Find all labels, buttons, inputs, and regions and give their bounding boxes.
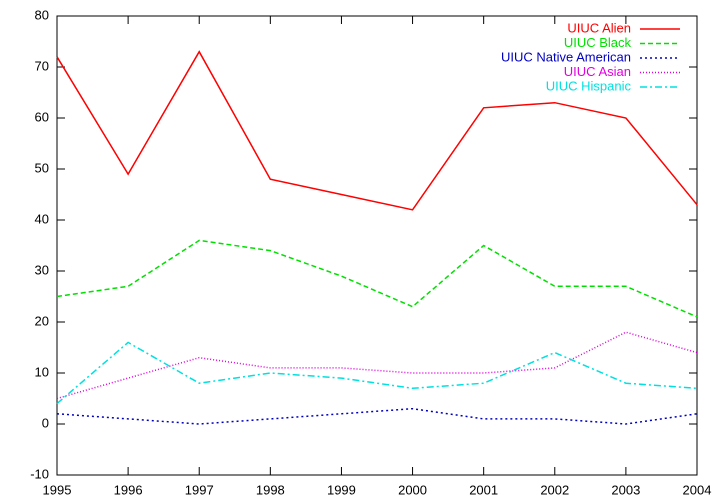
x-tick-label: 2001	[469, 482, 498, 497]
legend-label: UIUC Alien	[567, 20, 631, 35]
x-tick-label: 1995	[43, 482, 72, 497]
x-tick-label: 1996	[114, 482, 143, 497]
y-tick-label: 80	[35, 7, 49, 22]
legend-label: UIUC Asian	[564, 64, 631, 79]
x-tick-label: 2004	[683, 482, 712, 497]
y-tick-label: 70	[35, 58, 49, 73]
series-line	[56, 331, 698, 400]
y-tick-label: 10	[35, 364, 49, 379]
series-line	[56, 50, 698, 211]
y-tick-label: 20	[35, 313, 49, 328]
x-tick-label: 1999	[327, 482, 356, 497]
legend-label: UIUC Native American	[501, 49, 631, 64]
legend-label: UIUC Hispanic	[546, 78, 632, 93]
legend-label: UIUC Black	[564, 35, 632, 50]
x-tick-label: 2003	[611, 482, 640, 497]
y-tick-label: 30	[35, 262, 49, 277]
x-tick-label: 2000	[398, 482, 427, 497]
x-tick-label: 2002	[540, 482, 569, 497]
x-tick-label: 1998	[256, 482, 285, 497]
y-tick-label: 50	[35, 160, 49, 175]
y-tick-label: 60	[35, 109, 49, 124]
x-tick-label: 1997	[185, 482, 214, 497]
y-tick-label: 0	[42, 415, 49, 430]
series-line	[56, 341, 698, 405]
y-tick-label: -10	[30, 466, 49, 481]
y-tick-label: 40	[35, 211, 49, 226]
series-line	[56, 239, 698, 318]
series-line	[56, 407, 698, 425]
plot-frame	[56, 15, 698, 476]
